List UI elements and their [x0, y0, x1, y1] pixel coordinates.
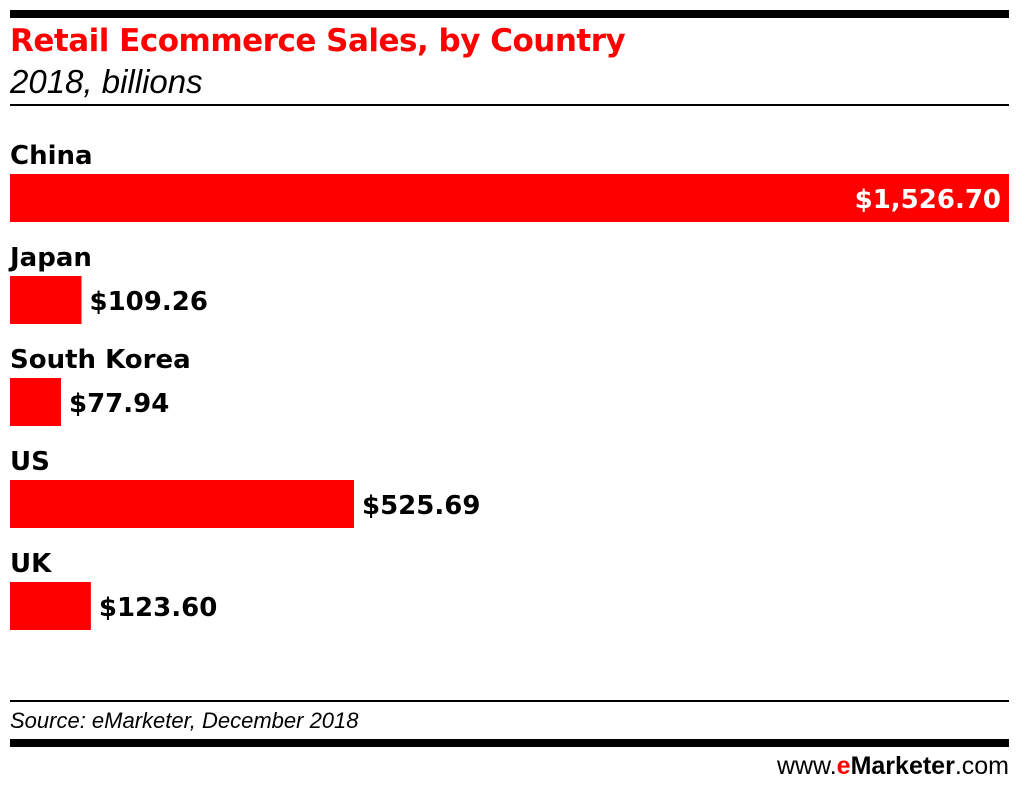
brand-prefix: www. — [776, 752, 837, 780]
top-rule — [10, 10, 1009, 18]
bar-japan — [10, 276, 82, 324]
brand-suffix: .com — [954, 752, 1009, 780]
brand-e: e — [836, 752, 851, 780]
value-label-japan: $109.26 — [89, 287, 207, 317]
footer-rule — [10, 700, 1009, 702]
source-note: Source: eMarketer, December 2018 — [10, 708, 359, 733]
subtitle-rule — [10, 104, 1009, 106]
chart-subtitle: 2018, billions — [10, 63, 203, 100]
value-label-us: $525.69 — [362, 491, 480, 521]
category-label-japan: Japan — [8, 243, 92, 273]
bar-uk — [10, 582, 91, 630]
category-label-uk: UK — [10, 549, 52, 579]
bar-south-korea — [10, 378, 62, 426]
bar-china — [10, 174, 1009, 222]
category-label-us: US — [10, 447, 50, 477]
category-label-china: China — [10, 141, 93, 171]
brand-url: www.eMarketer.com — [777, 749, 1009, 783]
bar-us — [10, 480, 354, 528]
value-label-south-korea: $77.94 — [69, 389, 169, 419]
brand-name: Marketer — [850, 752, 955, 780]
value-label-uk: $123.60 — [99, 593, 217, 623]
value-label-china: $1,526.70 — [855, 185, 1001, 215]
bar-chart: China $1,526.70 Japan $109.26 South Korea $77… — [8, 141, 1009, 630]
chart-title: Retail Ecommerce Sales, by Country — [10, 23, 626, 59]
category-label-south-korea: South Korea — [10, 345, 191, 375]
bottom-rule — [10, 739, 1009, 747]
